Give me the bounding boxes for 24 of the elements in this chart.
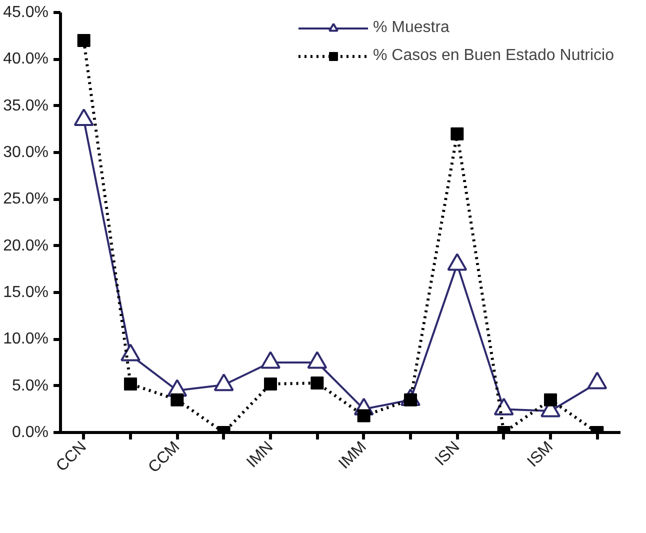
point <box>214 374 234 392</box>
y-tick-label: 10.0% <box>3 330 49 348</box>
y-tick-label: 35.0% <box>3 97 49 114</box>
legend-label: % Muestra <box>372 19 450 37</box>
point <box>587 372 608 390</box>
y-tick-label: 25.0% <box>3 190 49 208</box>
y-tick-label: 45.0% <box>3 4 49 21</box>
x-tick-label: ISM <box>524 438 557 471</box>
y-tick-label: 0.0% <box>12 424 48 441</box>
legend-label: % Casos en Buen Estado Nutricio <box>372 47 614 65</box>
point <box>307 351 328 369</box>
point <box>450 127 464 140</box>
y-tick-label: 20.0% <box>3 237 49 254</box>
point <box>120 344 140 362</box>
y-tick-label: 40.0% <box>3 50 49 68</box>
x-tick-label: IMN <box>244 438 277 472</box>
x-tick-label: ISN <box>432 438 464 470</box>
y-tick-label: 30.0% <box>3 144 49 161</box>
y-tick-label: 5.0% <box>12 377 48 394</box>
point <box>494 398 514 416</box>
y-tick-label: 15.0% <box>3 284 49 301</box>
point <box>447 253 468 271</box>
point <box>260 351 280 369</box>
point <box>77 34 90 47</box>
